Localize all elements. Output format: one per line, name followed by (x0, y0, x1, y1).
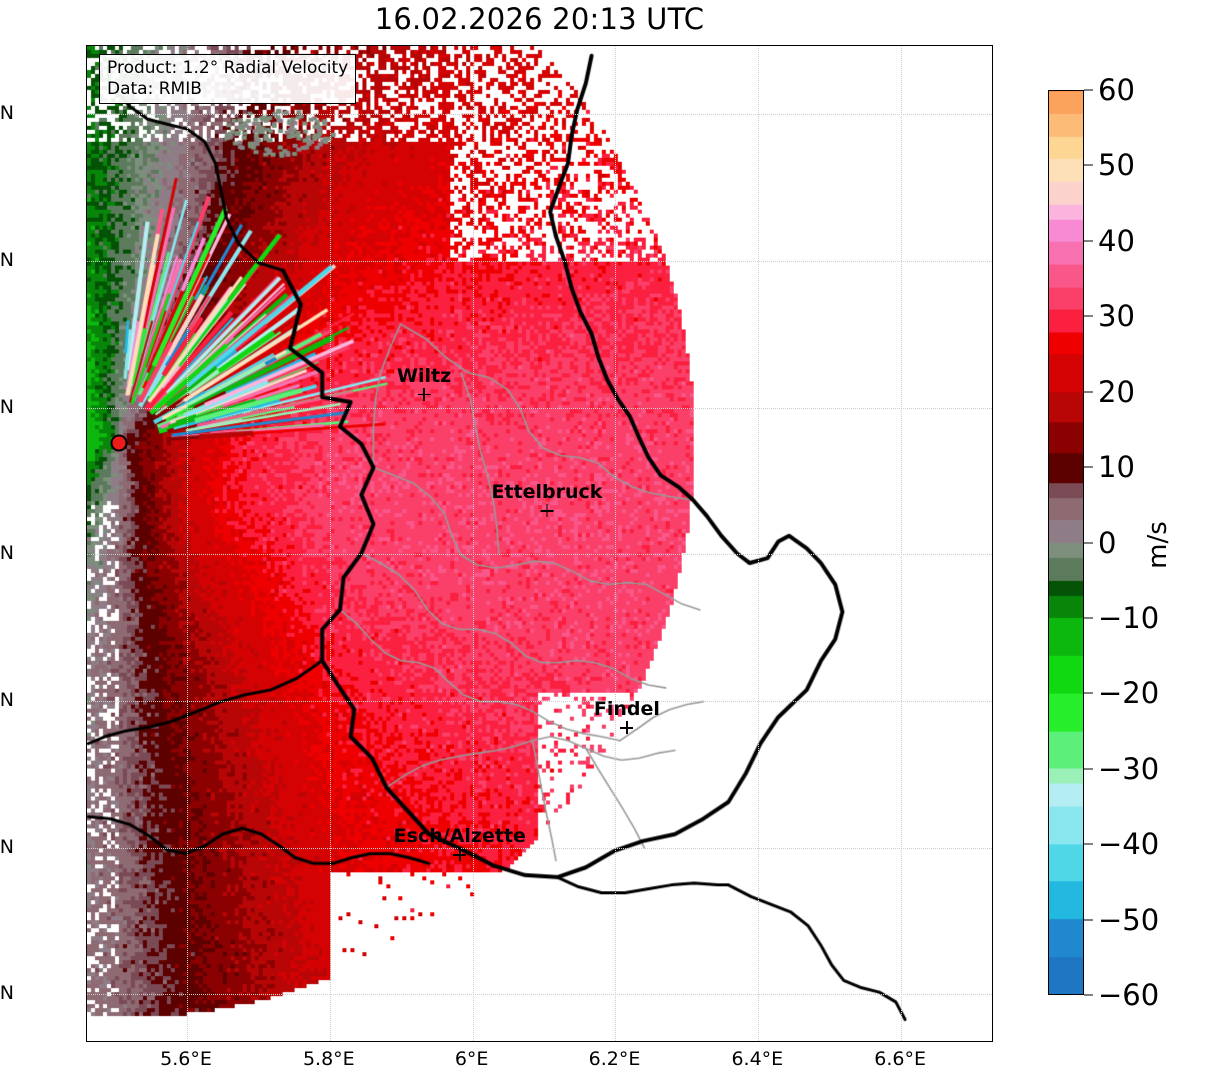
colorbar-tick-label: 10 (1098, 450, 1135, 485)
colorbar-tick (1084, 919, 1093, 921)
city-label-findel[interactable]: Findel (593, 698, 660, 735)
colorbar-tick-label: 60 (1098, 73, 1135, 107)
gridline-horizontal (87, 994, 992, 996)
colorbar-tick (1084, 164, 1093, 166)
city-name: Ettelbruck (491, 481, 603, 504)
gridline-horizontal (87, 407, 992, 409)
colorbar-tick (1084, 315, 1093, 317)
colorbar-tick-label: 20 (1098, 374, 1135, 409)
colorbar-tick-label: −50 (1098, 902, 1160, 937)
city-name: Findel (593, 698, 660, 721)
y-axis-tick-label: 50.25°N (0, 102, 14, 125)
x-axis-tick-label: 6.4°E (731, 1048, 784, 1070)
city-cross-icon (620, 721, 634, 735)
colorbar-tick-label: 40 (1098, 223, 1135, 258)
y-axis-tick-label: 49.5°N (0, 835, 14, 858)
radar-reflectivity-canvas (87, 46, 992, 1041)
info-product-line: Product: 1.2° Radial Velocity (107, 58, 349, 78)
gridline-vertical (901, 46, 903, 1041)
product-info-box: Product: 1.2° Radial Velocity Data: RMIB (99, 54, 357, 105)
colorbar-tick (1084, 692, 1093, 694)
page-title: 16.02.2026 20:13 UTC (374, 2, 705, 36)
city-label-esch-alzette[interactable]: Esch/Alzette (393, 825, 526, 862)
colorbar-tick (1084, 843, 1093, 845)
gridline-horizontal (87, 847, 992, 849)
colorbar-axis-label: m/s (1143, 521, 1173, 569)
city-cross-icon (453, 848, 467, 862)
y-axis-tick-label: 49.65°N (0, 688, 14, 711)
x-axis-tick-label: 6.2°E (588, 1048, 641, 1070)
colorbar-tick-label: 50 (1098, 148, 1135, 183)
colorbar-tick (1084, 89, 1093, 91)
gridline-horizontal (87, 261, 992, 263)
gridline-horizontal (87, 114, 992, 116)
colorbar-tick-label: −40 (1098, 827, 1160, 862)
colorbar-tick-label: −10 (1098, 600, 1160, 635)
colorbar-tick-label: 30 (1098, 299, 1135, 334)
colorbar-tick (1084, 240, 1093, 242)
x-axis-tick-label: 6°E (454, 1048, 489, 1070)
gridline-vertical (186, 46, 188, 1041)
gridline-vertical (758, 46, 760, 1041)
city-name: Esch/Alzette (393, 825, 526, 848)
city-cross-icon (540, 504, 554, 518)
gridline-vertical (472, 46, 474, 1041)
colorbar-tick (1084, 466, 1093, 468)
colorbar[interactable]: 60 50 40 30 20 10 0 −10 −20 −30 −40 −50 −60 (1048, 73, 1159, 1012)
colorbar-tick-label: −60 (1098, 978, 1160, 1012)
x-axis-tick-label: 6.6°E (874, 1048, 927, 1070)
y-axis-tick-label: 49.95°N (0, 395, 14, 418)
city-name: Wiltz (397, 365, 452, 388)
x-axis-tick-label: 5.6°E (160, 1048, 212, 1070)
colorbar-tick (1084, 391, 1093, 393)
colorbar-tick-label: 0 (1098, 525, 1117, 560)
gridline-horizontal (87, 554, 992, 556)
gridline-vertical (615, 46, 617, 1041)
colorbar-tick (1084, 768, 1093, 770)
city-label-wiltz[interactable]: Wiltz (397, 365, 452, 402)
info-data-line: Data: RMIB (107, 78, 202, 99)
radar-map-plot[interactable]: Wiltz Ettelbruck Findel Esch/Alzette Produc… (86, 45, 993, 1042)
x-axis-tick-label: 5.8°E (302, 1048, 355, 1070)
city-label-ettelbruck[interactable]: Ettelbruck (491, 481, 603, 518)
colorbar-tick (1084, 994, 1093, 996)
colorbar-tick (1084, 617, 1093, 619)
y-axis-tick-label: 50.1°N (0, 249, 14, 272)
radar-site-marker[interactable] (110, 434, 128, 452)
colorbar-tick-label: −30 (1098, 751, 1160, 786)
city-cross-icon (417, 388, 431, 402)
gridline-vertical (329, 46, 331, 1041)
colorbar-gradient (1048, 90, 1084, 995)
y-axis-tick-label: 49.8°N (0, 542, 14, 565)
colorbar-tick (1084, 542, 1093, 543)
gridline-horizontal (87, 700, 992, 702)
y-axis-tick-label: 49.35°N (0, 982, 14, 1005)
colorbar-tick-label: −20 (1098, 676, 1160, 711)
